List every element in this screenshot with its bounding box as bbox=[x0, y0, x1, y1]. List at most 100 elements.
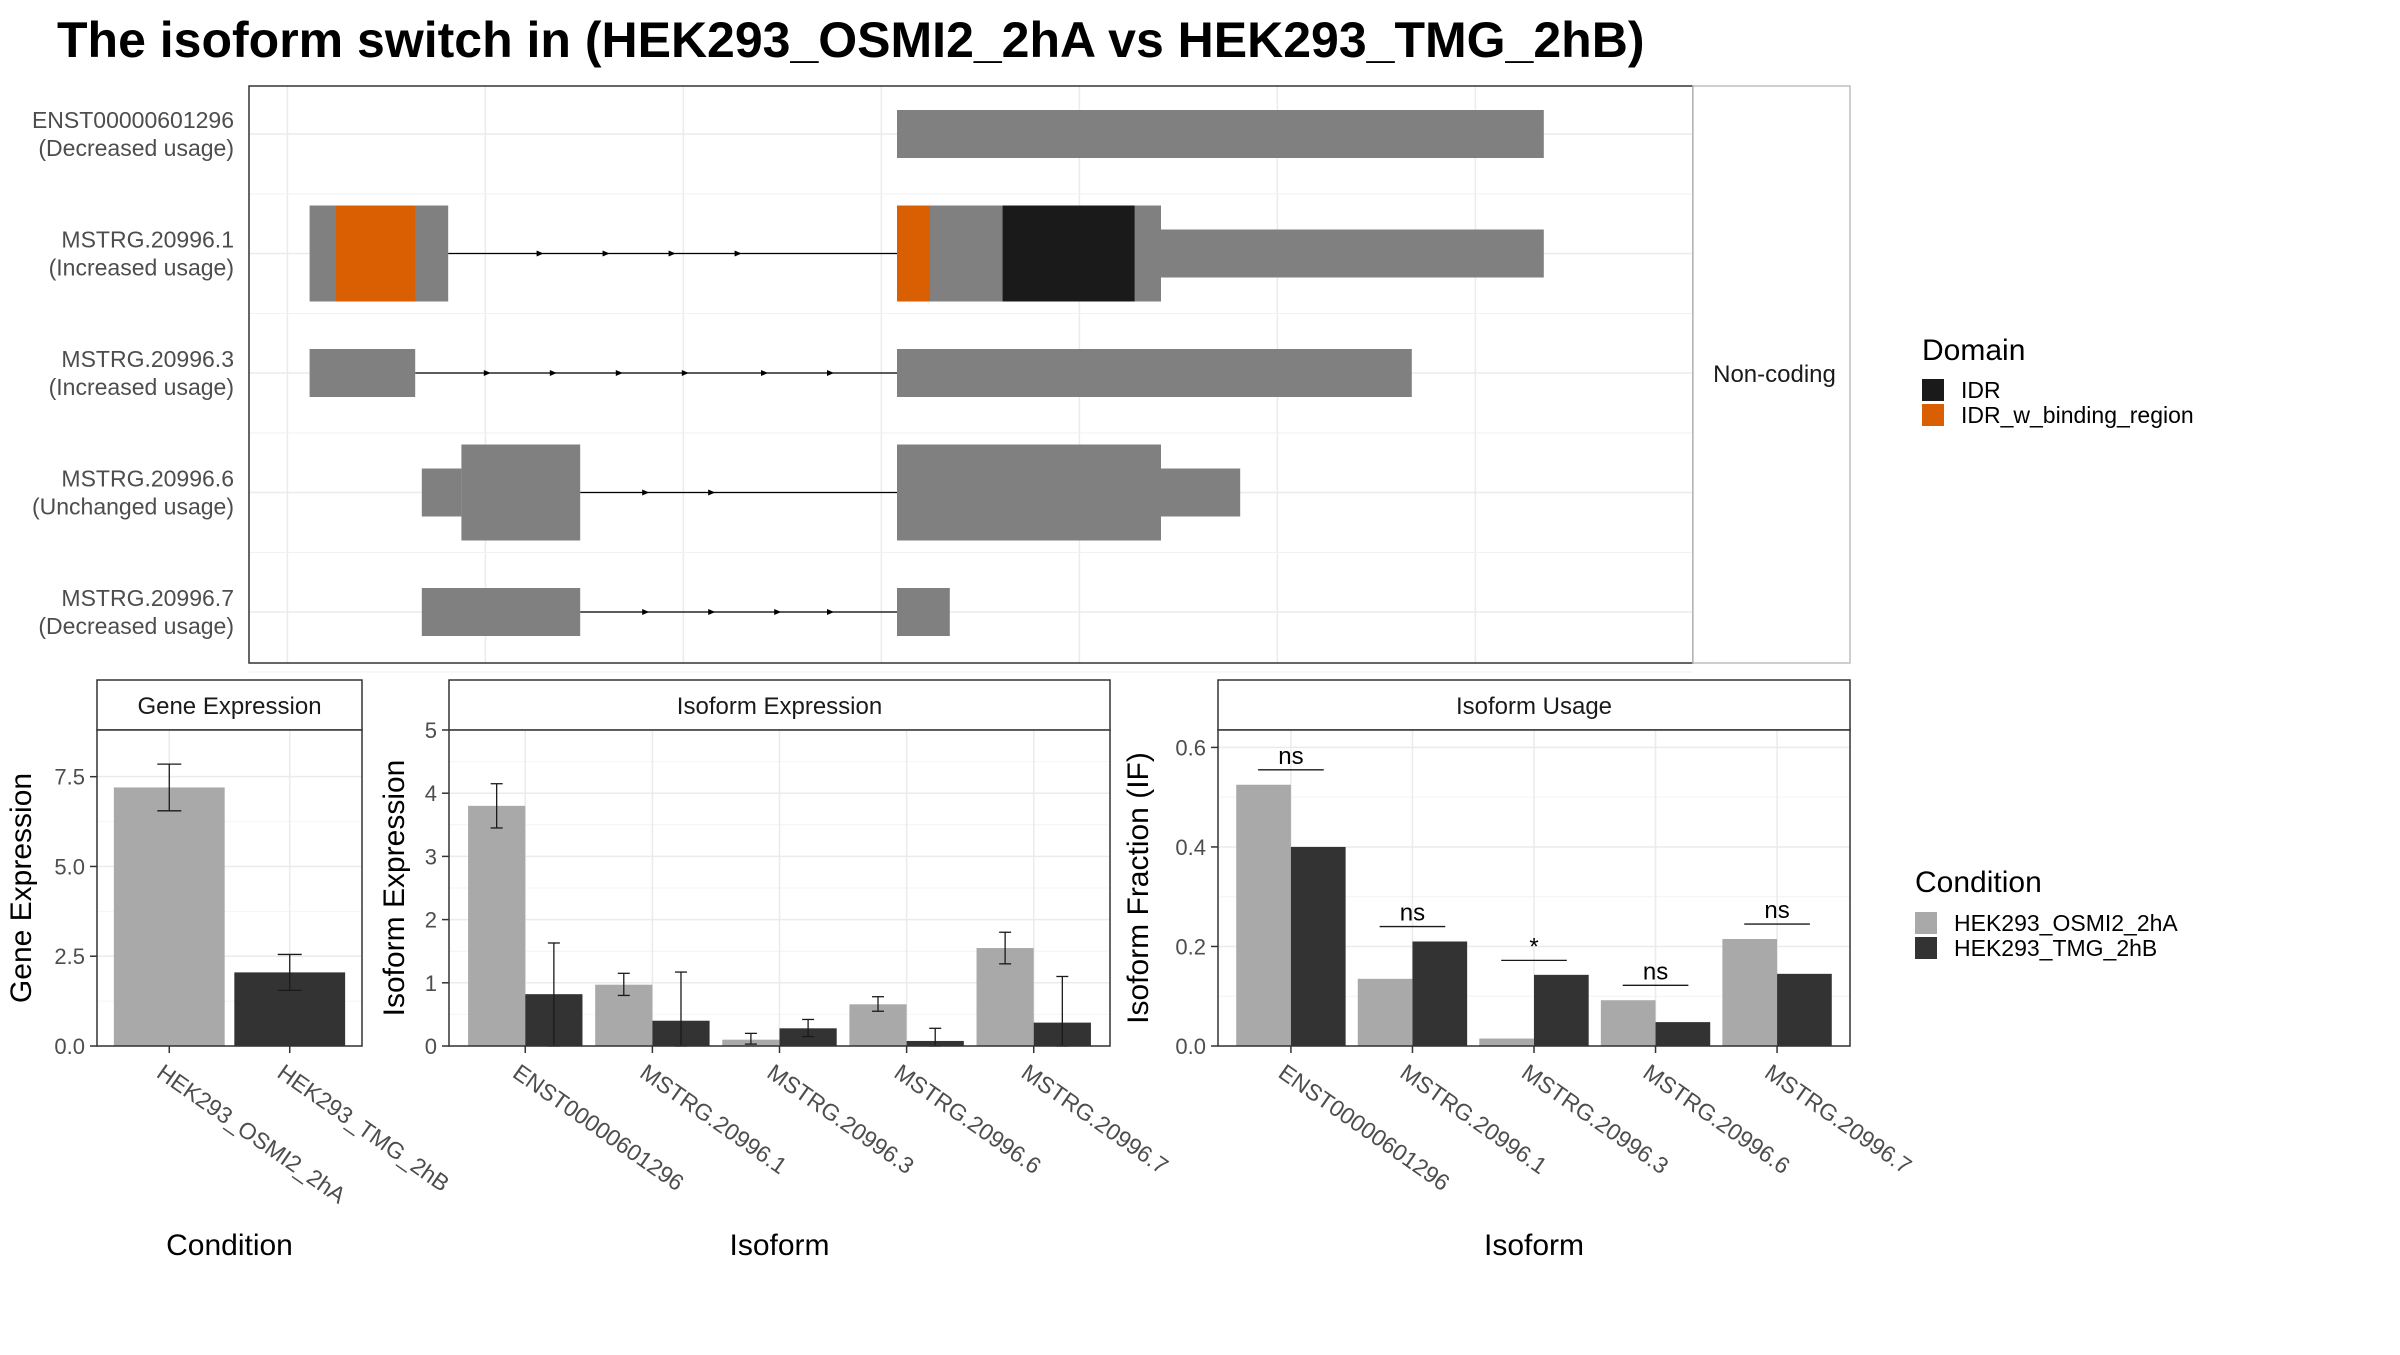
bar bbox=[468, 805, 526, 1046]
y-tick-label: 1 bbox=[425, 971, 437, 996]
legend-label: IDR bbox=[1961, 377, 2001, 403]
isoform-expression-panel: Isoform Expression012345ENST00000601296M… bbox=[378, 679, 1173, 1262]
legend-swatch bbox=[1915, 912, 1937, 934]
domain-idr-w-binding-region bbox=[336, 205, 416, 302]
intron-arrow bbox=[615, 370, 623, 376]
legend-title: Domain bbox=[1922, 334, 2025, 367]
isoform-label-usage: (Increased usage) bbox=[49, 374, 234, 400]
legend-swatch bbox=[1922, 379, 1944, 401]
x-axis-title: Condition bbox=[166, 1229, 293, 1262]
bar bbox=[1655, 1022, 1711, 1046]
exon bbox=[461, 444, 581, 541]
isoform-label-name: MSTRG.20996.6 bbox=[61, 466, 234, 492]
y-axis-title: Isoform Fraction (IF) bbox=[1122, 752, 1155, 1024]
panel-strip bbox=[1217, 679, 1851, 731]
panel-title: Gene Expression bbox=[137, 693, 321, 720]
significance-label: * bbox=[1529, 933, 1538, 960]
y-tick-label: 7.5 bbox=[54, 765, 85, 790]
legend-label: HEK293_TMG_2hB bbox=[1954, 935, 2157, 961]
panel-plot-border bbox=[1217, 729, 1851, 1047]
isoform-label-name: MSTRG.20996.3 bbox=[61, 346, 234, 372]
strip-box bbox=[1692, 85, 1851, 664]
significance-label: ns bbox=[1400, 900, 1425, 927]
bar bbox=[1357, 978, 1413, 1046]
intron-arrow bbox=[602, 250, 610, 257]
panel-title: Isoform Usage bbox=[1456, 693, 1612, 720]
x-axis-title: Isoform bbox=[1484, 1229, 1584, 1262]
legend-label: HEK293_OSMI2_2hA bbox=[1954, 910, 2178, 936]
y-tick-label: 0.2 bbox=[1175, 934, 1206, 959]
y-tick-label: 2 bbox=[425, 908, 437, 933]
intron-arrow bbox=[734, 250, 742, 257]
y-tick-label: 5.0 bbox=[54, 854, 85, 879]
panel-strip bbox=[448, 679, 1111, 731]
bar bbox=[113, 787, 225, 1046]
panel-title: Isoform Expression bbox=[677, 693, 882, 720]
intron-arrow bbox=[642, 489, 650, 496]
bar bbox=[1722, 939, 1778, 1046]
x-axis-title: Isoform bbox=[729, 1229, 829, 1262]
intron-arrow bbox=[827, 609, 834, 615]
y-tick-label: 2.5 bbox=[54, 944, 85, 969]
intron-arrow bbox=[668, 250, 676, 257]
isoform-label-usage: (Decreased usage) bbox=[38, 135, 234, 161]
domain-idr bbox=[1002, 205, 1135, 302]
panel-plot-border bbox=[96, 729, 363, 1047]
intron-arrow bbox=[681, 370, 689, 376]
intron-arrow bbox=[708, 489, 716, 496]
isoform-label-name: ENST00000601296 bbox=[32, 107, 234, 133]
exon bbox=[309, 349, 416, 397]
intron-arrow bbox=[536, 250, 544, 257]
y-axis-title: Isoform Expression bbox=[378, 760, 411, 1017]
bar bbox=[1412, 941, 1468, 1046]
exon bbox=[897, 110, 1544, 158]
intron-arrow bbox=[708, 609, 716, 615]
figure-title: The isoform switch in (HEK293_OSMI2_2hA … bbox=[57, 12, 1644, 68]
legend-swatch bbox=[1915, 937, 1937, 959]
legend-label: IDR_w_binding_region bbox=[1961, 402, 2194, 428]
exon bbox=[897, 588, 950, 636]
intron-arrow bbox=[549, 370, 557, 376]
isoform-label-usage: (Increased usage) bbox=[49, 255, 234, 281]
strip-label: Non-coding bbox=[1713, 361, 1836, 388]
bar bbox=[1777, 973, 1832, 1046]
significance-label: ns bbox=[1764, 897, 1789, 924]
y-tick-label: 0 bbox=[425, 1034, 437, 1059]
exon-utr bbox=[421, 468, 462, 517]
intron-arrow bbox=[827, 370, 834, 376]
y-tick-label: 0.0 bbox=[1175, 1034, 1206, 1059]
y-tick-label: 3 bbox=[425, 844, 437, 869]
exon bbox=[897, 444, 1161, 541]
legend-title: Condition bbox=[1915, 866, 2042, 899]
bar bbox=[1236, 784, 1291, 1046]
isoform-label-usage: (Unchanged usage) bbox=[32, 494, 234, 520]
exon bbox=[421, 588, 581, 636]
significance-label: ns bbox=[1643, 958, 1668, 985]
domain-idr-w-binding-region bbox=[897, 205, 930, 302]
panel-plot-border bbox=[448, 729, 1111, 1047]
intron-arrow bbox=[761, 370, 768, 376]
y-tick-label: 5 bbox=[425, 718, 437, 743]
y-tick-label: 0.6 bbox=[1175, 735, 1206, 760]
y-axis-title: Gene Expression bbox=[5, 773, 38, 1003]
y-tick-label: 0.4 bbox=[1175, 835, 1206, 860]
intron-arrow bbox=[774, 609, 782, 615]
exon bbox=[897, 349, 1412, 397]
bar bbox=[1479, 1038, 1534, 1046]
y-tick-label: 4 bbox=[425, 781, 437, 806]
bar bbox=[1534, 974, 1589, 1046]
y-tick-label: 0.0 bbox=[54, 1034, 85, 1059]
structure-panel: ENST00000601296(Decreased usage)MSTRG.20… bbox=[32, 85, 1851, 673]
exon-utr bbox=[1161, 468, 1241, 517]
intron-arrow bbox=[483, 370, 491, 376]
isoform-label-usage: (Decreased usage) bbox=[38, 613, 234, 639]
legend-swatch bbox=[1922, 404, 1944, 426]
bar bbox=[1290, 846, 1346, 1046]
bar bbox=[1600, 1000, 1656, 1046]
significance-label: ns bbox=[1278, 743, 1303, 770]
isoform-label-name: MSTRG.20996.1 bbox=[61, 227, 234, 253]
